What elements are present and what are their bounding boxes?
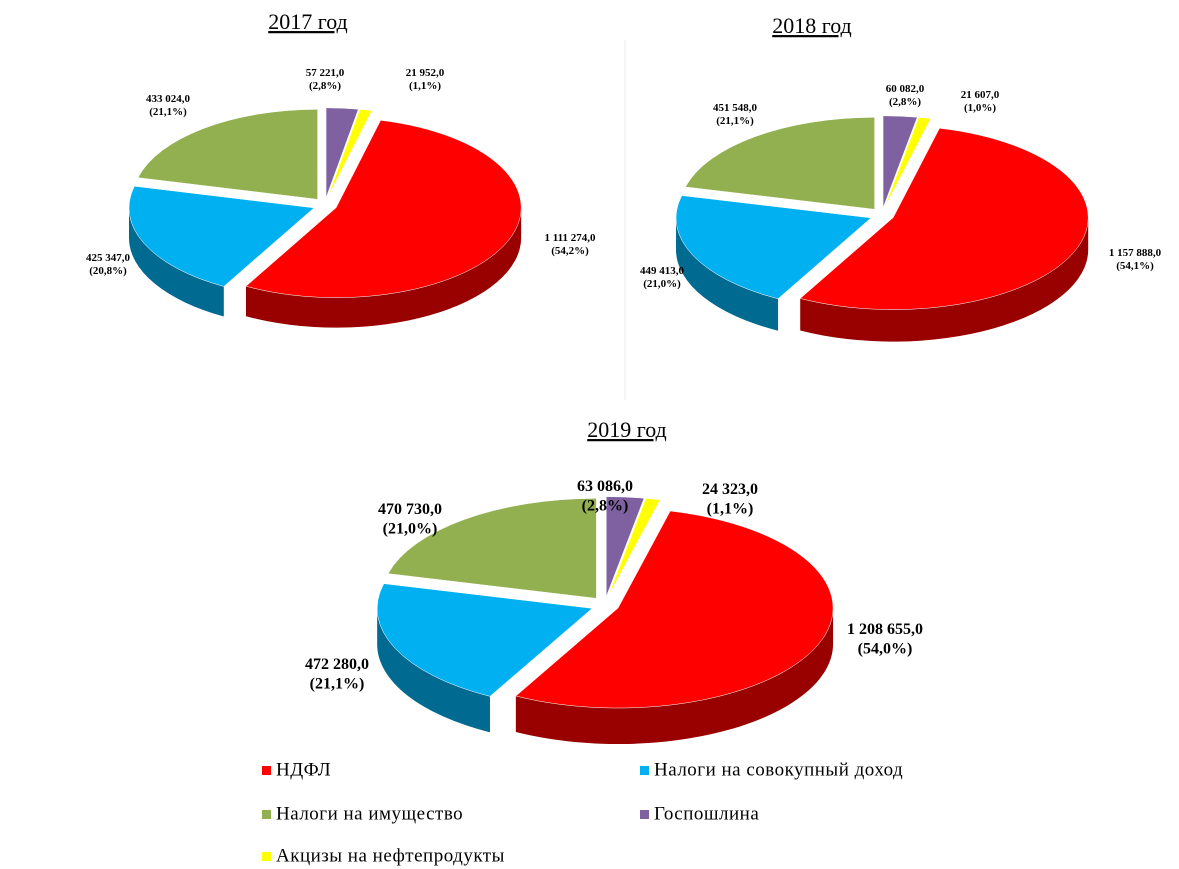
slice [128, 185, 315, 287]
percent-label: (54,1%) [1116, 260, 1154, 272]
legend-label: НДФЛ [276, 759, 331, 780]
slice [327, 109, 373, 199]
slice [376, 583, 593, 697]
legend-label: Акцизы на нефтепродукты [276, 845, 505, 866]
legend-marker [262, 810, 271, 819]
slice-side [800, 217, 1089, 342]
percent-label: (1,1%) [707, 500, 754, 517]
value-label: 1 111 274,0 [544, 232, 596, 244]
percent-label: (21,0%) [383, 520, 438, 537]
value-label: 1 157 888,0 [1109, 247, 1162, 259]
slice [245, 120, 522, 298]
value-label: 21 952,0 [406, 67, 445, 79]
slice-side [128, 207, 224, 317]
slice [607, 498, 661, 597]
chart-title: 2019 год [587, 417, 667, 442]
slice [882, 115, 918, 208]
legend-label: Налоги на совокупный доход [654, 759, 903, 780]
slice [884, 117, 932, 209]
percent-label: (21,0%) [643, 278, 681, 290]
slice [799, 127, 1089, 310]
value-label: 60 082,0 [886, 83, 925, 95]
percent-label: (1,1%) [409, 80, 441, 92]
percent-label: (20,8%) [89, 265, 127, 277]
slice-side [676, 217, 779, 331]
legend-marker [262, 852, 271, 861]
slice-side [245, 207, 522, 328]
percent-label: (21,1%) [149, 106, 187, 118]
slice [137, 109, 318, 200]
slice-side [377, 608, 490, 733]
value-label: 21 607,0 [961, 89, 1000, 101]
value-label: 425 347,0 [86, 252, 131, 264]
value-label: 63 086,0 [577, 478, 633, 495]
legend-marker [640, 766, 649, 775]
value-label: 433 024,0 [146, 93, 191, 105]
value-label: 472 280,0 [305, 656, 369, 673]
chart-title: 2018 год [772, 13, 852, 38]
legend-marker [262, 766, 271, 775]
chart-title: 2017 год [268, 9, 348, 34]
slice [387, 498, 597, 599]
value-label: 57 221,0 [306, 67, 345, 79]
percent-label: (54,0%) [858, 640, 913, 657]
percent-label: (1,0%) [964, 102, 996, 114]
percent-label: (21,1%) [716, 115, 754, 127]
slice [685, 117, 875, 210]
slice [325, 107, 359, 198]
legend-marker [640, 810, 649, 819]
percent-label: (2,8%) [309, 80, 341, 92]
percent-label: (2,8%) [889, 96, 921, 108]
value-label: 470 730,0 [378, 501, 442, 518]
slice [605, 496, 645, 597]
percent-label: (54,2%) [551, 245, 589, 257]
slice [675, 195, 872, 300]
value-label: 24 323,0 [702, 481, 758, 498]
value-label: 1 208 655,0 [847, 621, 923, 638]
value-label: 451 548,0 [713, 102, 758, 114]
value-label: 449 413,0 [640, 265, 685, 277]
slice [515, 510, 834, 709]
legend-label: Налоги на имущество [276, 803, 463, 824]
percent-label: (2,8%) [582, 497, 629, 514]
legend-label: Госпошлина [654, 803, 759, 824]
percent-label: (21,1%) [310, 675, 365, 692]
slice-side [515, 608, 834, 745]
